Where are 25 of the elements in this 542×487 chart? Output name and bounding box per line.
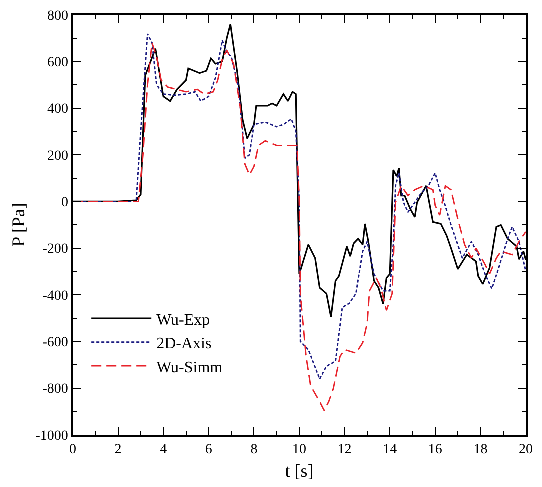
x-tick-label: 6	[205, 442, 212, 458]
x-tick-label: 16	[428, 442, 442, 458]
x-tick-label: 2	[114, 442, 122, 458]
y-axis-title: P [Pa]	[8, 203, 28, 247]
x-tick-label: 12	[338, 442, 352, 458]
x-tick-label: 8	[250, 442, 258, 458]
x-tick-label: 18	[474, 442, 488, 458]
y-tick-label: 0	[61, 196, 68, 211]
y-tick-label: -600	[42, 336, 68, 351]
x-tick-label: 4	[160, 442, 168, 458]
x-tick-label: 20	[519, 442, 533, 458]
x-axis-title: t [s]	[285, 461, 314, 482]
legend-label: 2D-Axis	[156, 336, 212, 353]
y-tick-label: 400	[47, 102, 68, 118]
x-tick-label: 10	[292, 442, 306, 458]
y-tick-label: -1000	[36, 428, 68, 444]
y-tick-label: 800	[47, 8, 68, 24]
y-tick-label: -200	[42, 242, 68, 258]
y-tick-label: 200	[47, 148, 68, 164]
y-tick-label: -800	[42, 382, 68, 398]
legend-label: Wu-Exp	[156, 312, 210, 329]
y-tick-label: 600	[47, 56, 68, 71]
y-tick-label: -400	[42, 288, 68, 304]
legend-label: Wu-Simm	[156, 359, 224, 376]
x-tick-label: 14	[383, 442, 398, 458]
